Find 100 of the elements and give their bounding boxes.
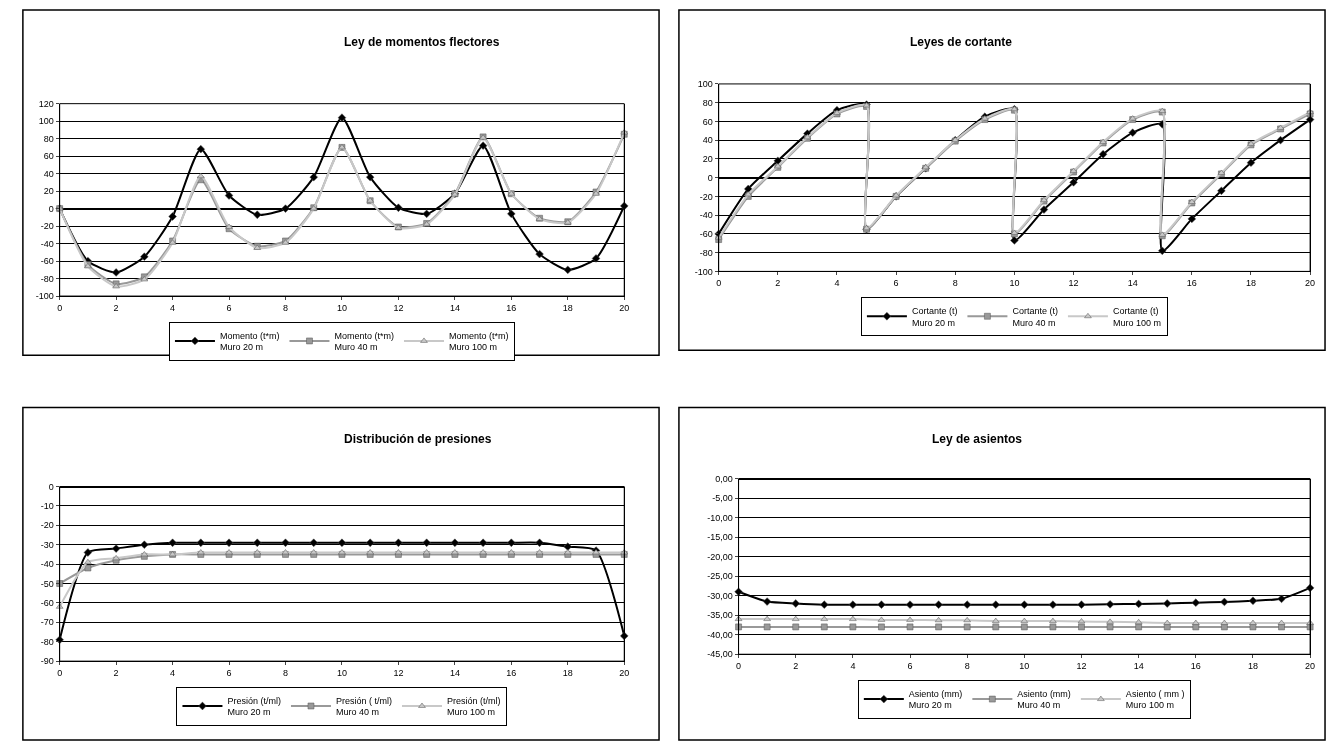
x-tick-label: 4	[170, 667, 176, 678]
x-tick-label: 16	[1186, 278, 1197, 289]
y-tick-label: 0	[48, 481, 54, 492]
y-tick-label: -50	[40, 578, 54, 589]
legend-label: Presión ( t/ml) Muro 40 m	[335, 695, 392, 718]
y-tick-label: -45,00	[707, 649, 733, 660]
y-tick-label: 80	[702, 97, 713, 108]
y-tick-label: -10	[40, 501, 54, 512]
x-tick-label: 12	[1068, 278, 1079, 289]
legend-label: Momento (t*m) Muro 100 m	[448, 330, 509, 353]
y-tick-label: 20	[43, 186, 54, 197]
x-tick-label: 0	[736, 661, 742, 672]
y-tick-label: 0	[707, 172, 713, 183]
y-tick-label: -60	[40, 256, 54, 267]
legend-label: Momento (t*m) Muro 40 m	[334, 330, 394, 353]
x-tick-label: 16	[506, 302, 517, 313]
legend-label: Presión (t/ml) Muro 20 m	[227, 695, 281, 718]
y-tick-label: -5,00	[712, 493, 733, 504]
x-tick-label: 6	[226, 302, 232, 313]
y-tick-label: -100	[694, 266, 713, 277]
y-tick-label: -80	[699, 247, 713, 258]
x-tick-label: 8	[952, 278, 958, 289]
x-tick-label: 4	[170, 302, 176, 313]
y-tick-label: -60	[40, 598, 54, 609]
x-tick-label: 10	[336, 667, 347, 678]
x-tick-label: 18	[1245, 278, 1256, 289]
y-tick-label: -15,00	[707, 532, 733, 543]
x-tick-label: 18	[562, 667, 573, 678]
chart-title: Leyes de cortante	[910, 35, 1013, 49]
y-tick-label: -10,00	[707, 512, 733, 523]
legend-label: Presión (t/ml) Muro 100 m	[446, 695, 501, 718]
legend-label: Cortante (t) Muro 20 m	[911, 305, 958, 328]
x-tick-label: 20	[619, 667, 630, 678]
legend-label: Cortante (t) Muro 40 m	[1012, 305, 1058, 328]
x-tick-label: 8	[964, 661, 970, 672]
x-tick-label: 2	[775, 278, 781, 289]
x-tick-label: 10	[336, 302, 347, 313]
chart-title: Distribución de presiones	[344, 432, 492, 446]
legend-label: Cortante (t) Muro 100 m	[1112, 305, 1161, 328]
y-tick-label: -20	[40, 221, 54, 232]
x-tick-label: 4	[850, 661, 856, 672]
y-tick-label: 120	[38, 98, 54, 109]
y-tick-label: -20,00	[707, 551, 733, 562]
y-tick-label: -25,00	[707, 571, 733, 582]
y-tick-label: -60	[699, 229, 713, 240]
legend-label: Asiento (mm) Muro 20 m	[908, 688, 963, 711]
chart-title: Ley de momentos flectores	[344, 35, 500, 49]
x-tick-label: 20	[619, 302, 630, 313]
y-tick-label: -90	[40, 656, 54, 667]
x-tick-label: 6	[226, 667, 232, 678]
y-tick-label: -40,00	[707, 629, 733, 640]
x-tick-label: 6	[893, 278, 899, 289]
y-tick-label: -80	[40, 273, 54, 284]
y-tick-label: -20	[40, 520, 54, 531]
x-tick-label: 2	[793, 661, 799, 672]
y-tick-label: -70	[40, 617, 54, 628]
y-tick-label: 40	[702, 135, 713, 146]
x-tick-label: 6	[907, 661, 913, 672]
x-tick-label: 14	[449, 667, 460, 678]
x-tick-label: 20	[1305, 278, 1316, 289]
y-tick-label: 80	[43, 133, 54, 144]
x-tick-label: 14	[449, 302, 460, 313]
x-tick-label: 16	[506, 667, 517, 678]
x-tick-label: 2	[113, 302, 119, 313]
x-tick-label: 8	[282, 302, 289, 313]
y-tick-label: -35,00	[707, 610, 733, 621]
x-tick-label: 12	[393, 302, 404, 313]
y-tick-label: -40	[40, 238, 54, 249]
y-tick-label: -40	[40, 559, 54, 570]
y-tick-label: 60	[43, 151, 54, 162]
y-tick-label: -30,00	[707, 590, 733, 601]
y-tick-label: -80	[40, 636, 54, 647]
legend-label: Asiento (mm) Muro 40 m	[1017, 688, 1071, 711]
legend-label: Asiento ( mm ) Muro 100 m	[1125, 688, 1185, 711]
x-tick-label: 4	[834, 278, 840, 289]
x-tick-label: 16	[1190, 661, 1201, 672]
y-tick-label: 60	[702, 116, 713, 127]
y-tick-label: -100	[35, 291, 54, 302]
x-tick-label: 18	[562, 302, 573, 313]
legend-label: Momento (t*m) Muro 20 m	[219, 330, 280, 353]
x-tick-label: 12	[1076, 661, 1087, 672]
y-tick-label: 0	[48, 203, 54, 214]
y-tick-label: 100	[38, 116, 54, 127]
y-tick-label: -20	[699, 191, 713, 202]
x-tick-label: 10	[1009, 278, 1020, 289]
y-tick-label: 20	[702, 154, 713, 165]
y-tick-label: 40	[43, 168, 54, 179]
x-tick-label: 14	[1133, 661, 1144, 672]
x-tick-label: 10	[1019, 661, 1030, 672]
x-tick-label: 8	[282, 667, 289, 678]
x-tick-label: 0	[57, 667, 63, 678]
x-tick-label: 2	[113, 667, 119, 678]
y-tick-label: -40	[699, 210, 713, 221]
x-tick-label: 0	[57, 302, 63, 313]
y-tick-label: 100	[697, 79, 713, 90]
x-tick-label: 18	[1247, 661, 1258, 672]
x-tick-label: 20	[1305, 661, 1316, 672]
y-tick-label: -30	[40, 539, 54, 550]
chart-title: Ley de asientos	[932, 432, 1023, 446]
y-tick-label: 0,00	[715, 473, 733, 484]
